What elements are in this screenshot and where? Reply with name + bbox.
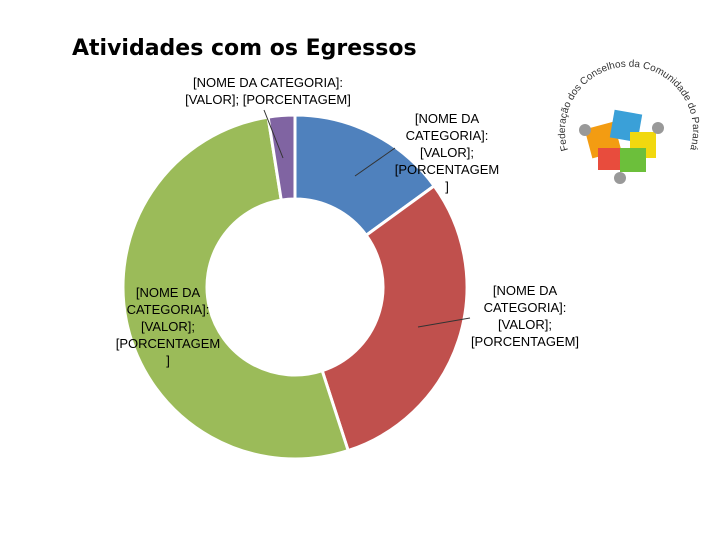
puzzle-piece [598, 148, 624, 170]
data-label: [NOME DA CATEGORIA]: [VALOR]; [PORCENTAG… [115, 285, 221, 368]
slices [121, 113, 469, 461]
leader-line [263, 109, 284, 159]
chart-title: Atividades com os Egressos [72, 36, 417, 61]
leader-line [417, 317, 471, 328]
donut-slice [121, 115, 351, 461]
logo: Federação dos Conselhos da Comunidade do… [557, 59, 701, 184]
data-label: [NOME DA CATEGORIA]: [VALOR]; [PORCENTAG… [394, 111, 500, 194]
data-label: [NOME DA CATEGORIA]: [VALOR]; [PORCENTAG… [185, 75, 351, 107]
leader-line [354, 147, 396, 177]
figure [652, 122, 664, 134]
donut-slice [320, 183, 469, 453]
puzzle-piece [620, 148, 646, 172]
figure [614, 172, 626, 184]
figure [579, 124, 591, 136]
data-label: [NOME DA CATEGORIA]: [VALOR]; [PORCENTAG… [470, 283, 580, 349]
leader-lines [263, 109, 471, 328]
